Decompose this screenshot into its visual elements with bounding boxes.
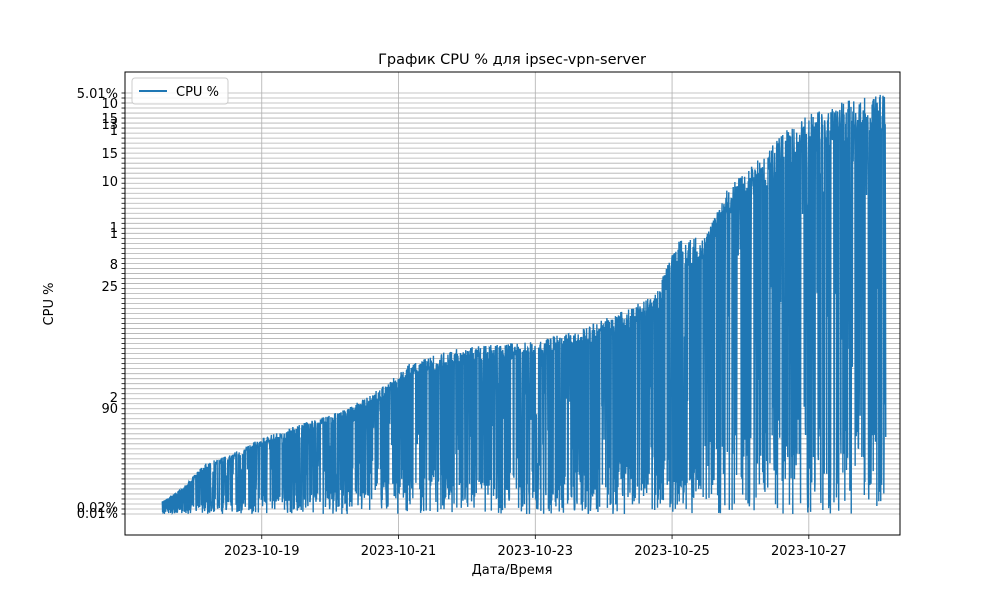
y-tick-label: 2 xyxy=(110,391,118,406)
y-tick-label: 0.01% xyxy=(77,507,118,522)
y-axis-label: CPU % xyxy=(42,283,57,326)
x-axis-ticks: 2023-10-19 2023-10-21 2023-10-23 2023-10-25… xyxy=(224,535,847,559)
x-tick-label: 2023-10-19 xyxy=(224,544,300,559)
series-cpu xyxy=(161,94,887,516)
legend-box xyxy=(131,77,229,105)
legend: CPU % xyxy=(131,77,229,105)
y-tick-label: 15 xyxy=(101,112,118,127)
y-tick-label: 5.01% xyxy=(77,87,118,102)
y-tick-label: 1 xyxy=(110,124,118,139)
x-axis-label: Дата/Время xyxy=(472,563,553,578)
y-axis-ticks xyxy=(121,92,125,515)
series-line-cpu xyxy=(161,94,887,516)
x-tick-label: 2023-10-21 xyxy=(361,544,437,559)
y-tick-label: 15 xyxy=(101,147,118,162)
x-tick-label: 2023-10-27 xyxy=(771,544,847,559)
x-tick-label: 2023-10-23 xyxy=(498,544,574,559)
y-tick-label: 90 xyxy=(101,402,118,417)
legend-entry-cpu: CPU % xyxy=(176,85,219,100)
x-tick-label: 2023-10-25 xyxy=(634,544,710,559)
y-tick-label: 13 xyxy=(101,118,118,133)
y-tick-label: 1 xyxy=(110,221,118,236)
y-tick-label: 25 xyxy=(101,280,118,295)
y-tick-label: 8 xyxy=(110,258,118,273)
chart-title: График CPU % для ipsec-vpn-server xyxy=(378,52,646,68)
y-tick-label: 1 xyxy=(110,227,118,242)
y-tick-label: 0.02% xyxy=(77,501,118,516)
y-tick-label: 10 xyxy=(101,175,118,190)
y-tick-label: 10 xyxy=(101,97,118,112)
